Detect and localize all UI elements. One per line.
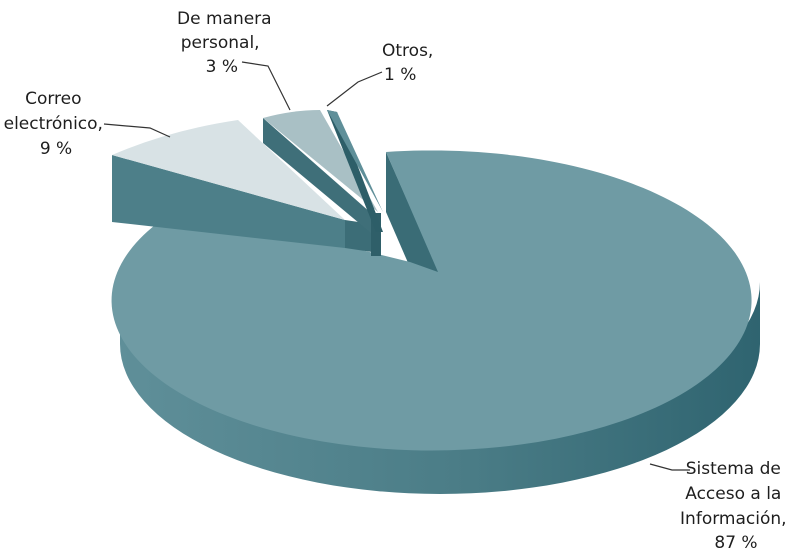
label-correo-line1: Correo	[25, 89, 81, 109]
label-sistema-line3: Información,	[680, 509, 787, 529]
slice-top	[263, 110, 378, 212]
leader-line-otros	[326, 71, 383, 107]
label-correo: Correo electrónico, 9 %	[4, 89, 109, 159]
leader-line-personal	[241, 61, 291, 111]
label-sistema-line4: 87 %	[714, 533, 757, 552]
label-otros: Otros, 1 %	[382, 41, 439, 85]
pie-slice-otros	[327, 110, 383, 232]
pie-slice-sistema	[111, 150, 760, 494]
label-otros-line2: 1 %	[384, 65, 416, 85]
leader-lines	[103, 61, 690, 471]
label-correo-line2: electrónico,	[4, 114, 103, 134]
slice-top	[112, 120, 345, 220]
label-personal-line3: 3 %	[206, 57, 238, 77]
label-personal-line1: De manera	[177, 9, 272, 29]
label-personal-line2: personal,	[181, 33, 260, 53]
label-sistema-line2: Acceso a la	[685, 484, 781, 504]
label-sistema: Sistema de Acceso a la Información, 87 %	[680, 459, 789, 552]
label-sistema-line1: Sistema de	[686, 459, 781, 479]
label-correo-line3: 9 %	[40, 139, 72, 159]
slice-side	[120, 282, 760, 494]
label-otros-line1: Otros,	[382, 41, 433, 61]
slice-side	[327, 110, 383, 232]
slice-side	[263, 118, 371, 233]
slice-top	[111, 150, 752, 451]
leader-line-sistema	[649, 463, 690, 471]
label-personal: De manera personal, 3 %	[177, 9, 277, 77]
slice-top	[327, 110, 383, 212]
slice-side	[112, 155, 345, 248]
leader-line-correo	[103, 123, 171, 138]
